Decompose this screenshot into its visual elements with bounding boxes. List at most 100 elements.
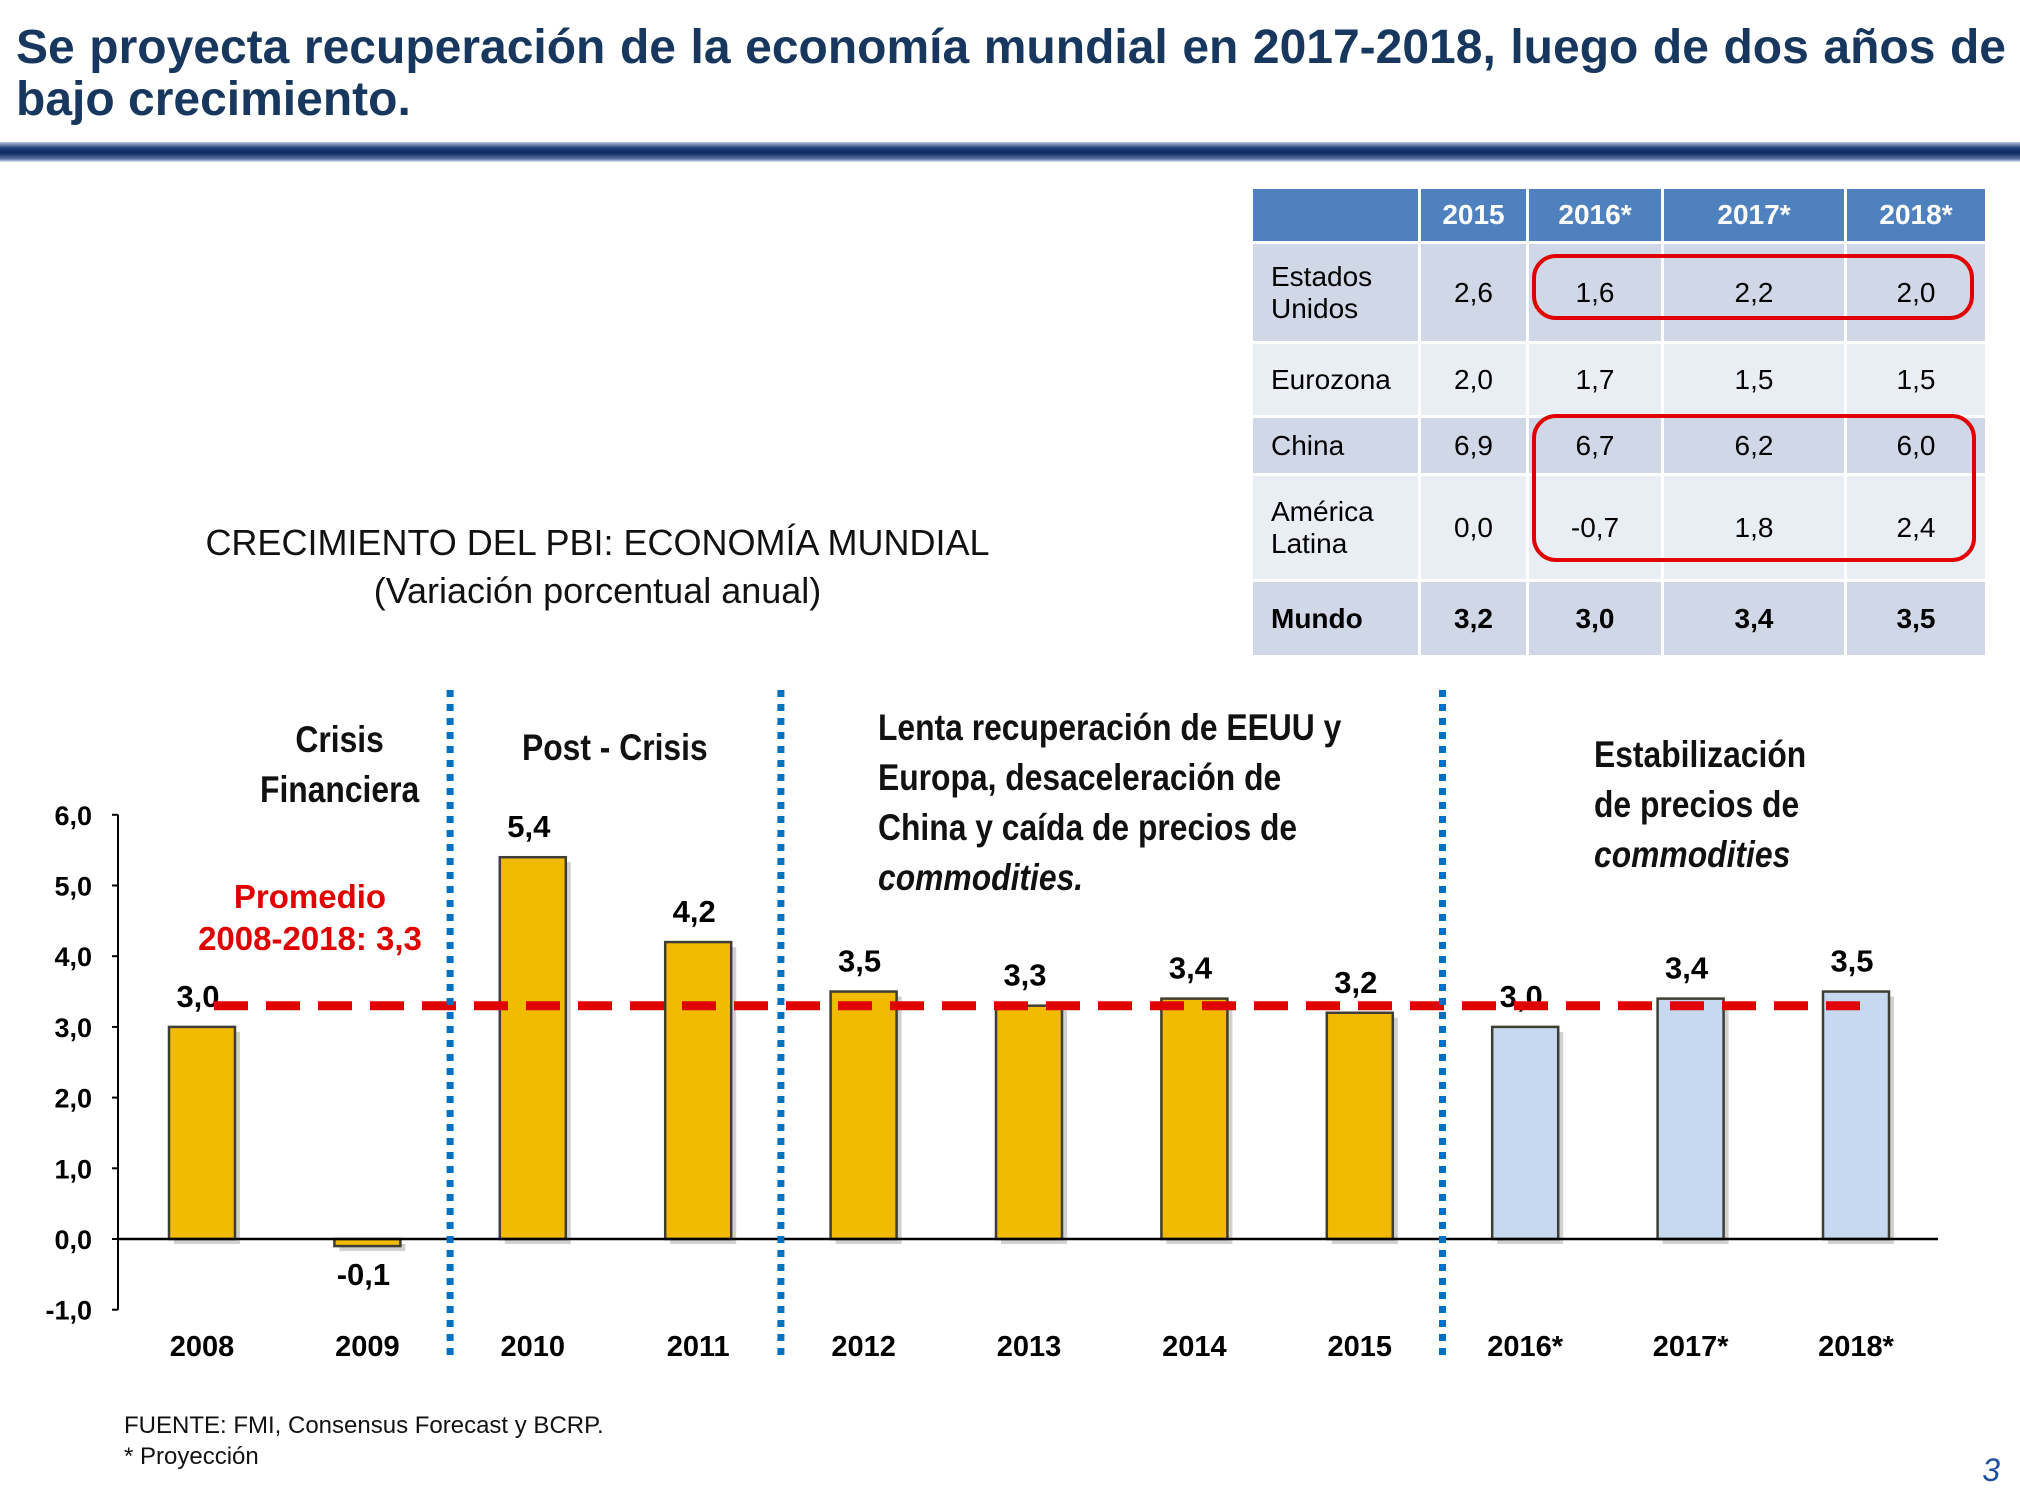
x-tick-label: 2018* [1818,1331,1895,1363]
row-label: China [1250,415,1421,476]
chart-subtitle: (Variación porcentual anual) [373,570,822,611]
table-header-cell: 2015 [1418,186,1529,244]
row-label: Estados Unidos [1250,241,1421,344]
bar [663,940,733,1241]
bar [1160,997,1229,1241]
data-label: 3,5 [1830,944,1873,979]
period-line-italic: commodities [1594,834,1791,875]
table-header-cell: 2016* [1526,186,1664,244]
table-cell: 6,7 [1526,415,1664,476]
x-tick-label: 2008 [170,1331,235,1363]
y-tick-label: 3,0 [54,1013,92,1043]
bar [1656,997,1725,1241]
table-row-china: China 6,9 6,7 6,2 6,0 [1250,415,1988,476]
period-line: Estabilización [1594,734,1807,775]
row-label: Eurozona [1250,341,1421,418]
chart-title: CRECIMIENTO DEL PBI: ECONOMÍA MUNDIAL [205,522,990,563]
page-number: 3 [1982,1452,2000,1488]
table-row-eurozona: Eurozona 2,0 1,7 1,5 1,5 [1250,341,1988,418]
y-tick-label: 6,0 [54,801,92,831]
period-label-lenta-recuperacion: Lenta recuperación de EEUU y Europa, des… [878,703,1360,903]
title-rule [0,142,2020,162]
data-label: 3,0 [176,979,219,1014]
period-line: de precios de [1594,784,1800,825]
table-header-cell: 2017* [1661,186,1847,244]
period-line: Europa, desaceleración de [878,757,1282,798]
slide-title: Se proyecta recuperación de la economía … [16,21,2006,126]
period-label-post-crisis: Post - Crisis [522,723,746,773]
us-highlight-box [1532,254,1974,320]
table-cell: 6,9 [1418,415,1529,476]
average-label-line: Promedio [233,878,387,915]
y-tick-label: -1,0 [45,1296,92,1326]
x-tick-label: 2016* [1487,1331,1564,1363]
table-cell: 1,5 [1844,341,1988,418]
x-tick-label: 2011 [667,1331,730,1363]
table-row-mundo: Mundo 3,2 3,0 3,4 3,5 [1250,579,1988,658]
y-tick-label: 5,0 [54,872,92,902]
period-line: commodities. [878,853,1360,903]
bar [1821,990,1891,1241]
period-line: Crisis [295,719,384,760]
table-cell: 2,2 [1661,241,1847,344]
table-header-row: 2015 2016* 2017* 2018* [1250,186,1988,244]
period-line: Lenta recuperación de EEUU y [878,707,1342,748]
table-cell: -0,7 [1526,473,1664,582]
y-tick-label: 2,0 [54,1084,92,1114]
data-label: 3,2 [1334,965,1377,1000]
row-label: América Latina [1250,473,1421,582]
bar [829,990,898,1241]
bar-shadow [339,1244,406,1252]
data-label: 5,4 [507,809,551,844]
growth-table: 2015 2016* 2017* 2018* Estados Unidos 2,… [1250,186,1988,658]
period-line: Financiera [260,769,420,810]
source-line: FUENTE: FMI, Consensus Forecast y BCRP. [124,1412,604,1439]
row-label: Mundo [1250,579,1421,658]
period-line: commodities [1594,830,1852,880]
x-tick-label: 2010 [501,1331,566,1363]
table-cell: 2,4 [1844,473,1988,582]
bar [994,1004,1064,1241]
x-tick-label: 2017* [1653,1331,1730,1363]
table-cell: 1,6 [1526,241,1664,344]
table-cell: 6,2 [1661,415,1847,476]
data-label: 4,2 [673,894,716,929]
data-label: 3,3 [1003,958,1046,993]
data-label: 3,5 [838,944,881,979]
table-header-cell: 2018* [1844,186,1988,244]
data-label: 3,4 [1169,951,1213,986]
average-label: Promedio 2008-2018: 3,3 [175,876,445,960]
table-row-america-latina: América Latina 0,0 -0,7 1,8 2,4 [1250,473,1988,582]
table-cell: 1,8 [1661,473,1847,582]
x-tick-label: 2012 [831,1331,896,1363]
source-note: FUENTE: FMI, Consensus Forecast y BCRP. … [124,1410,604,1472]
data-label: 3,4 [1665,951,1709,986]
table-cell: 3,4 [1661,579,1847,658]
bar [1325,1011,1395,1241]
table-cell: 1,7 [1526,341,1664,418]
y-tick-label: 1,0 [54,1154,92,1184]
x-tick-label: 2014 [1162,1331,1227,1363]
x-tick-label: 2015 [1328,1331,1393,1363]
y-tick-label: 0,0 [54,1225,92,1255]
data-label: -0,1 [337,1257,390,1292]
period-line-italic: commodities. [878,857,1084,898]
footnote-line: * Proyección [124,1443,259,1470]
bar [167,1025,237,1241]
period-label-crisis: Crisis Financiera [245,715,434,815]
period-line: Post - Crisis [522,727,708,768]
table-cell: 1,5 [1661,341,1847,418]
y-tick-label: 4,0 [54,942,92,972]
china-latam-highlight-box [1532,414,1976,562]
table-cell: 3,2 [1418,579,1529,658]
x-tick-label: 2009 [335,1331,400,1363]
bar [498,855,568,1241]
table-cell: 3,0 [1526,579,1664,658]
period-line: China y caída de precios de [878,807,1298,848]
table-cell: 2,6 [1418,241,1529,344]
table-header-cell [1250,186,1421,244]
bar [1490,1025,1560,1241]
period-label-estabilizacion: Estabilización de precios de commodities [1594,730,1852,880]
table-cell: 2,0 [1418,341,1529,418]
